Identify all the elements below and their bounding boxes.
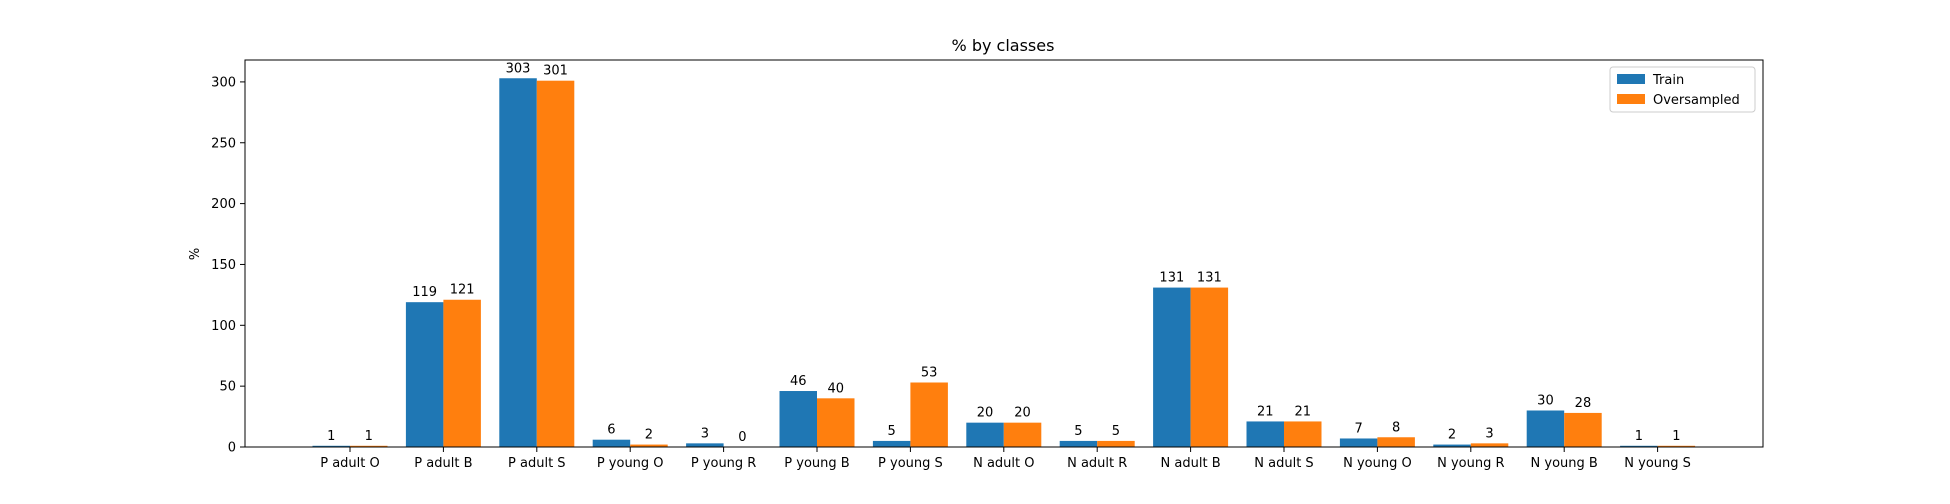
bar-train-p-young-s xyxy=(872,440,911,447)
data-label: 303 xyxy=(506,61,531,76)
data-label: 1 xyxy=(365,429,373,444)
bar-train-n-young-s xyxy=(1620,445,1658,447)
data-label: 28 xyxy=(1575,396,1592,411)
x-tick-label: P adult B xyxy=(414,456,472,471)
x-tick-label: P young B xyxy=(784,456,849,471)
bar-train-p-young-r xyxy=(686,443,724,447)
data-label: 5 xyxy=(1074,424,1082,439)
bar-oversampled-p-adult-b xyxy=(443,299,481,447)
bar-oversampled-n-adult-o xyxy=(1003,422,1042,447)
bar-train-p-young-b xyxy=(779,391,817,447)
data-label: 2 xyxy=(645,428,653,443)
legend-label-oversampled: Oversampled xyxy=(1653,93,1740,108)
data-label: 53 xyxy=(921,366,938,381)
bar-oversampled-n-adult-s xyxy=(1284,421,1322,447)
bar-train-p-adult-b xyxy=(405,302,444,447)
y-tick-label: 200 xyxy=(211,197,236,212)
bar-oversampled-n-young-r xyxy=(1470,443,1509,447)
y-tick-label: 250 xyxy=(211,136,236,151)
data-label: 121 xyxy=(450,283,475,298)
y-tick-label: 100 xyxy=(211,319,236,334)
data-label: 20 xyxy=(1014,406,1031,421)
chart-title: % by classes xyxy=(952,36,1055,55)
x-tick-label: P adult S xyxy=(508,456,566,471)
bar-train-n-adult-r xyxy=(1059,440,1098,447)
bar-train-p-adult-s xyxy=(499,78,537,448)
data-label: 8 xyxy=(1392,420,1400,435)
data-label: 1 xyxy=(1672,429,1680,444)
data-label: 30 xyxy=(1537,393,1554,408)
bar-train-n-young-b xyxy=(1526,410,1565,447)
x-tick-label: P adult O xyxy=(320,456,380,471)
x-tick-label: P young R xyxy=(691,456,757,471)
data-label: 3 xyxy=(701,426,709,441)
x-tick-label: N young S xyxy=(1624,456,1691,471)
data-label: 40 xyxy=(827,381,844,396)
x-tick-label: N adult R xyxy=(1067,456,1127,471)
data-label: 7 xyxy=(1355,421,1363,436)
data-label: 21 xyxy=(1257,404,1274,419)
bar-train-p-young-o xyxy=(592,439,631,447)
data-label: 1 xyxy=(1635,429,1643,444)
x-tick-label: N young R xyxy=(1437,456,1504,471)
y-axis-label: % xyxy=(188,248,203,260)
legend-swatch-train xyxy=(1617,74,1645,84)
x-tick-label: N young O xyxy=(1343,456,1412,471)
data-label: 131 xyxy=(1197,271,1222,286)
bar-oversampled-n-young-o xyxy=(1377,437,1415,447)
bar-oversampled-n-young-b xyxy=(1564,412,1602,447)
x-tick-label: N young B xyxy=(1531,456,1598,471)
y-tick-label: 0 xyxy=(228,441,236,456)
bar-train-p-adult-o xyxy=(312,445,350,447)
bar-train-n-adult-o xyxy=(966,422,1004,447)
bar-oversampled-n-young-s xyxy=(1657,445,1696,447)
bar-oversampled-n-adult-b xyxy=(1190,287,1229,447)
data-label: 20 xyxy=(977,406,994,421)
y-tick-label: 50 xyxy=(219,380,236,395)
legend-label-train: Train xyxy=(1652,73,1684,88)
bar-train-n-adult-s xyxy=(1246,421,1284,447)
x-tick-label: N adult S xyxy=(1254,456,1313,471)
data-label: 3 xyxy=(1485,426,1493,441)
x-tick-label: P young O xyxy=(597,456,664,471)
x-tick-label: N adult B xyxy=(1161,456,1221,471)
data-label: 301 xyxy=(543,64,568,79)
bar-train-n-young-r xyxy=(1433,444,1471,447)
bar-oversampled-p-young-b xyxy=(817,398,855,447)
bar-oversampled-p-adult-s xyxy=(536,80,575,447)
bar-oversampled-p-young-o xyxy=(630,444,668,447)
data-label: 21 xyxy=(1294,404,1311,419)
data-label: 6 xyxy=(607,423,615,438)
data-label: 131 xyxy=(1159,271,1184,286)
bar-oversampled-n-adult-r xyxy=(1097,440,1135,447)
y-tick-label: 150 xyxy=(211,258,236,273)
x-tick-label: N adult O xyxy=(973,456,1034,471)
data-label: 1 xyxy=(327,429,335,444)
data-label: 2 xyxy=(1448,428,1456,443)
data-label: 5 xyxy=(1112,424,1120,439)
bar-oversampled-p-young-s xyxy=(910,382,948,447)
bar-train-n-young-o xyxy=(1339,438,1378,447)
x-tick-label: P young S xyxy=(878,456,943,471)
data-label: 119 xyxy=(412,285,437,300)
data-label: 0 xyxy=(738,430,746,445)
legend: Train Oversampled xyxy=(1609,66,1756,113)
bar-oversampled-p-adult-o xyxy=(350,445,388,447)
legend-swatch-oversampled xyxy=(1617,94,1645,104)
legend-box xyxy=(1609,66,1756,113)
y-tick-label: 300 xyxy=(211,75,236,90)
bar-train-n-adult-b xyxy=(1153,287,1191,447)
data-label: 5 xyxy=(888,424,896,439)
data-label: 46 xyxy=(790,374,807,389)
